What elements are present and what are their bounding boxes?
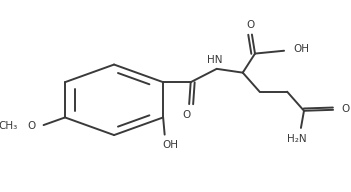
Text: O: O bbox=[246, 20, 254, 30]
Text: OH: OH bbox=[163, 140, 179, 150]
Text: O: O bbox=[28, 121, 36, 131]
Text: HN: HN bbox=[207, 55, 223, 65]
Text: H₂N: H₂N bbox=[287, 134, 307, 144]
Text: CH₃: CH₃ bbox=[0, 121, 18, 131]
Text: O: O bbox=[183, 110, 191, 120]
Text: OH: OH bbox=[293, 44, 309, 54]
Text: O: O bbox=[342, 104, 350, 114]
